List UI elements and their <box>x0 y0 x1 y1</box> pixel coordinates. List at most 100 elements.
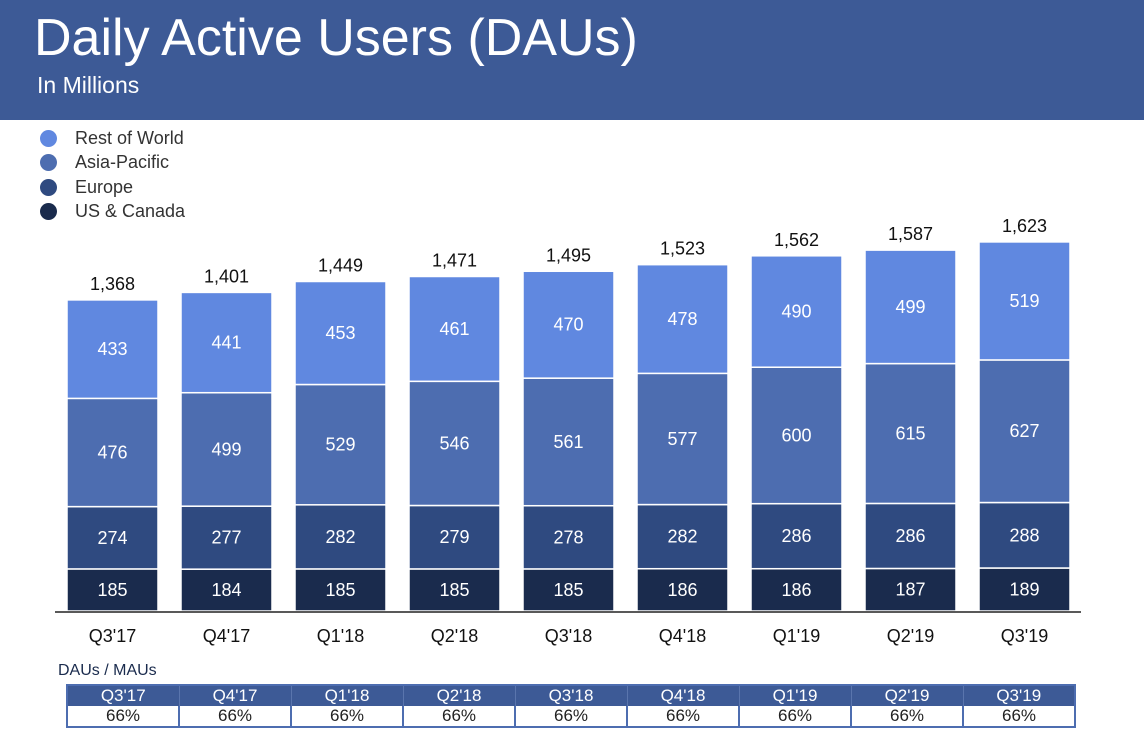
data-label: 278 <box>553 527 583 547</box>
bar-segment <box>864 567 957 612</box>
total-label: 1,495 <box>546 245 591 265</box>
bar-segment <box>978 359 1071 504</box>
total-label: 1,401 <box>204 266 249 286</box>
bar-segment <box>636 567 729 612</box>
bar-segment <box>180 568 273 612</box>
total-label: 1,562 <box>774 230 819 250</box>
data-label: 490 <box>781 302 811 322</box>
bar-segment <box>864 249 957 365</box>
ratio-quarter: Q4'17 <box>178 685 291 706</box>
data-label: 441 <box>211 333 241 353</box>
data-label: 478 <box>667 309 697 329</box>
ratio-value: 66% <box>178 706 291 727</box>
x-tick-label: Q3'18 <box>545 626 592 646</box>
data-label: 186 <box>781 580 811 600</box>
data-label: 185 <box>439 580 469 600</box>
x-tick-label: Q3'17 <box>89 626 136 646</box>
data-label: 286 <box>781 526 811 546</box>
dau-mau-table: Q3'17 Q4'17 Q1'18 Q2'18 Q3'18 Q4'18 Q1'19 Q2'19… <box>66 684 1076 728</box>
ratio-quarter: Q2'18 <box>402 685 515 706</box>
data-label: 499 <box>895 297 925 317</box>
data-label: 187 <box>895 580 925 600</box>
ratio-quarter: Q3'18 <box>514 685 627 706</box>
data-label: 185 <box>97 580 127 600</box>
bar-segment <box>750 502 843 570</box>
bar-segment <box>408 504 501 570</box>
data-label: 185 <box>325 580 355 600</box>
ratio-value: 66% <box>402 706 515 727</box>
data-label: 185 <box>553 580 583 600</box>
data-label: 186 <box>667 580 697 600</box>
bar-segment <box>864 502 957 570</box>
legend-label: US & Canada <box>75 201 186 222</box>
header-banner: Daily Active Users (DAUs) In Millions <box>0 0 1144 120</box>
bar-segment <box>66 397 159 508</box>
bar-segment <box>522 377 615 507</box>
data-label: 529 <box>325 435 355 455</box>
total-label: 1,449 <box>318 255 363 275</box>
ratio-title: DAUs / MAUs <box>58 662 157 679</box>
bar-segment <box>636 263 729 375</box>
data-label: 499 <box>211 439 241 459</box>
ratio-value: 66% <box>290 706 403 727</box>
bar-segment <box>180 391 273 507</box>
x-tick-label: Q1'19 <box>773 626 820 646</box>
data-label: 561 <box>553 432 583 452</box>
x-tick-label: Q4'17 <box>203 626 250 646</box>
data-label: 286 <box>895 526 925 546</box>
data-label: 189 <box>1009 580 1039 600</box>
legend-label: Europe <box>75 176 134 197</box>
x-tick-label: Q3'19 <box>1001 626 1048 646</box>
data-label: 577 <box>667 429 697 449</box>
data-label: 279 <box>439 527 469 547</box>
total-label: 1,368 <box>90 274 135 294</box>
legend-swatch <box>40 178 57 196</box>
data-label: 519 <box>1009 291 1039 311</box>
ratio-value: 66% <box>66 706 179 727</box>
data-label: 546 <box>439 433 469 453</box>
bar-segment <box>978 567 1071 612</box>
total-label: 1,523 <box>660 239 705 259</box>
bar-segment <box>180 505 273 570</box>
x-tick-label: Q2'18 <box>431 626 478 646</box>
data-label: 600 <box>781 425 811 445</box>
data-label: 461 <box>439 319 469 339</box>
data-label: 288 <box>1009 525 1039 545</box>
bar-segment <box>750 255 843 368</box>
chart-subtitle: In Millions <box>37 72 140 98</box>
bar-segment <box>408 275 501 383</box>
data-label: 453 <box>325 323 355 343</box>
data-label: 277 <box>211 528 241 548</box>
data-label: 627 <box>1009 421 1039 441</box>
legend-swatch <box>40 203 57 221</box>
legend-item: Rest of World <box>40 126 185 151</box>
legend-swatch <box>40 129 57 147</box>
x-tick-label: Q4'18 <box>659 626 706 646</box>
bar-segment <box>750 567 843 612</box>
ratio-quarter: Q1'18 <box>290 685 403 706</box>
data-label: 615 <box>895 424 925 444</box>
ratio-quarter: Q4'18 <box>626 685 739 706</box>
data-label: 470 <box>553 315 583 335</box>
bar-segment <box>750 366 843 505</box>
bar-segment <box>864 362 957 505</box>
data-label: 476 <box>97 443 127 463</box>
bar-segment <box>636 372 729 506</box>
legend-item: Asia-Pacific <box>40 151 185 176</box>
ratio-value: 66% <box>962 706 1075 727</box>
bar-segment <box>66 299 159 400</box>
ratio-value: 66% <box>626 706 739 727</box>
bar-segment <box>522 270 615 379</box>
ratio-quarter: Q3'19 <box>962 685 1075 706</box>
chart-title: Daily Active Users (DAUs) <box>34 9 638 67</box>
legend-label: Asia-Pacific <box>75 152 170 173</box>
ratio-value: 66% <box>738 706 851 727</box>
legend: Rest of World Asia-Pacific Europe US & Cana… <box>40 126 185 224</box>
bar-segment <box>294 568 387 612</box>
bar-segment <box>294 280 387 386</box>
ratio-value: 66% <box>514 706 627 727</box>
legend-item: Europe <box>40 175 185 200</box>
legend-swatch <box>40 154 57 172</box>
x-tick-label: Q1'18 <box>317 626 364 646</box>
